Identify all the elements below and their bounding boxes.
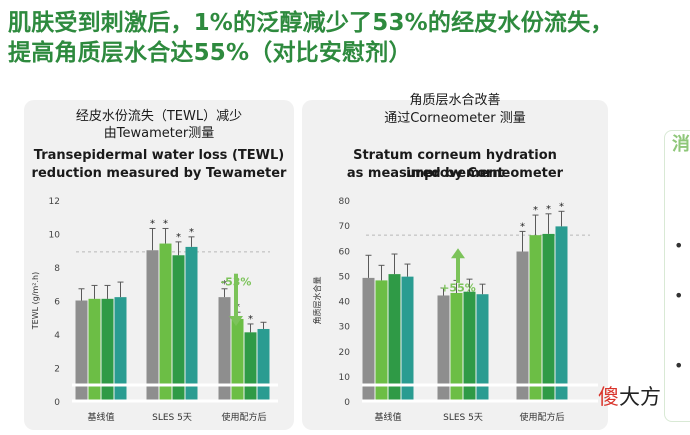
y-tick-label: 10 [339,373,351,383]
bar [185,246,198,401]
x-tick-label: 基线值 [87,411,114,423]
bar [114,297,127,401]
bullet-icon: • [674,236,684,255]
significance-star: * [176,232,181,243]
headline-line-1: 肌肤受到刺激后，1%的泛醇减少了53%的经皮水份流失， [8,10,614,36]
bar [244,332,257,401]
x-tick-label: SLES 5天 [443,413,483,423]
significance-star: * [559,201,564,212]
bar [257,328,270,401]
bar [388,274,401,401]
chart-title-en-2: as measured by Corneometer [346,166,564,181]
bar [172,255,185,401]
bar [362,277,375,401]
bar [450,292,463,401]
y-tick-label: 20 [339,348,351,358]
bar [231,318,244,401]
y-tick-label: 10 [49,231,61,241]
watermark-red-char: 傻 [598,385,619,409]
chart-title-en-1: Stratum corneum hydration improvement [353,148,557,181]
y-tick-label: 8 [54,264,60,274]
chart-title-zh-1: 角质层水合改善 [409,93,501,108]
bar [476,294,489,401]
y-tick-label: 2 [54,365,60,375]
watermark: 傻大方 [598,384,661,410]
y-tick-label: 60 [339,247,351,257]
y-tick-label: 0 [54,398,60,408]
side-panel [664,130,690,422]
significance-star: * [222,279,227,290]
bar [375,280,388,401]
bullet-icon: • [674,286,684,305]
x-tick-label: 使用配方后 [519,411,564,423]
y-tick-label: 40 [339,298,351,308]
y-tick-label: 4 [54,331,60,341]
watermark-text: 大方 [619,385,661,409]
bar [555,226,568,401]
bar [542,233,555,401]
change-annotation: +55% [440,282,476,295]
significance-star: * [150,218,155,229]
chart-title-zh-2: 通过Corneometer 测量 [384,111,526,126]
headline: 肌肤受到刺激后，1%的泛醇减少了53%的经皮水份流失， 提高角质层水合达55%（… [8,8,690,68]
y-tick-label: 6 [54,298,60,308]
bar [146,250,159,401]
significance-star: * [520,221,525,232]
significance-star: * [248,314,253,325]
y-tick-label: 70 [339,222,351,232]
significance-star: * [163,218,168,229]
y-axis-label: 角质层水合量 [312,277,322,325]
bar [437,295,450,401]
chart-title-en-1: Transepidermal water loss (TEWL) [33,148,285,163]
bar [101,298,114,401]
arrow-head [451,248,465,259]
x-tick-label: SLES 5天 [152,413,192,423]
significance-star: * [189,227,194,238]
chart-title-zh-1: 经皮水份流失（TEWL）减少 [75,109,243,124]
y-tick-label: 80 [339,197,351,207]
y-tick-label: 30 [339,323,351,333]
headline-line-2: 提高角质层水合达55%（对比安慰剂） [8,40,412,66]
bar [159,243,172,401]
arrow-head [229,315,243,326]
y-axis-label: TEWL (g/m².h) [31,272,40,330]
significance-star: * [546,204,551,215]
bar [218,297,231,401]
significance-star: * [533,205,538,216]
y-tick-label: 12 [49,197,60,207]
y-tick-label: 50 [339,272,351,282]
y-tick-label: 0 [344,398,350,408]
change-annotation: -53% [221,276,252,289]
bar [75,300,88,401]
x-tick-label: 基线值 [374,411,401,423]
x-tick-label: 使用配方后 [221,411,266,423]
side-partial-char: 消 [672,134,690,155]
chart-panel-tewl: 经皮水份流失（TEWL）减少 由Tewameter测量 Transepiderm… [24,100,294,430]
bar [516,251,529,401]
chart-title-en-2: reduction measured by Tewameter [31,166,287,181]
bar [401,276,414,401]
chart-title-zh-2: 由Tewameter测量 [103,126,215,141]
bar [88,298,101,401]
bullet-icon: • [674,356,684,375]
bar [463,291,476,401]
bar [529,235,542,401]
chart-panel-hydration: 角质层水合改善 通过Corneometer 测量 Stratum corneum… [302,93,608,430]
